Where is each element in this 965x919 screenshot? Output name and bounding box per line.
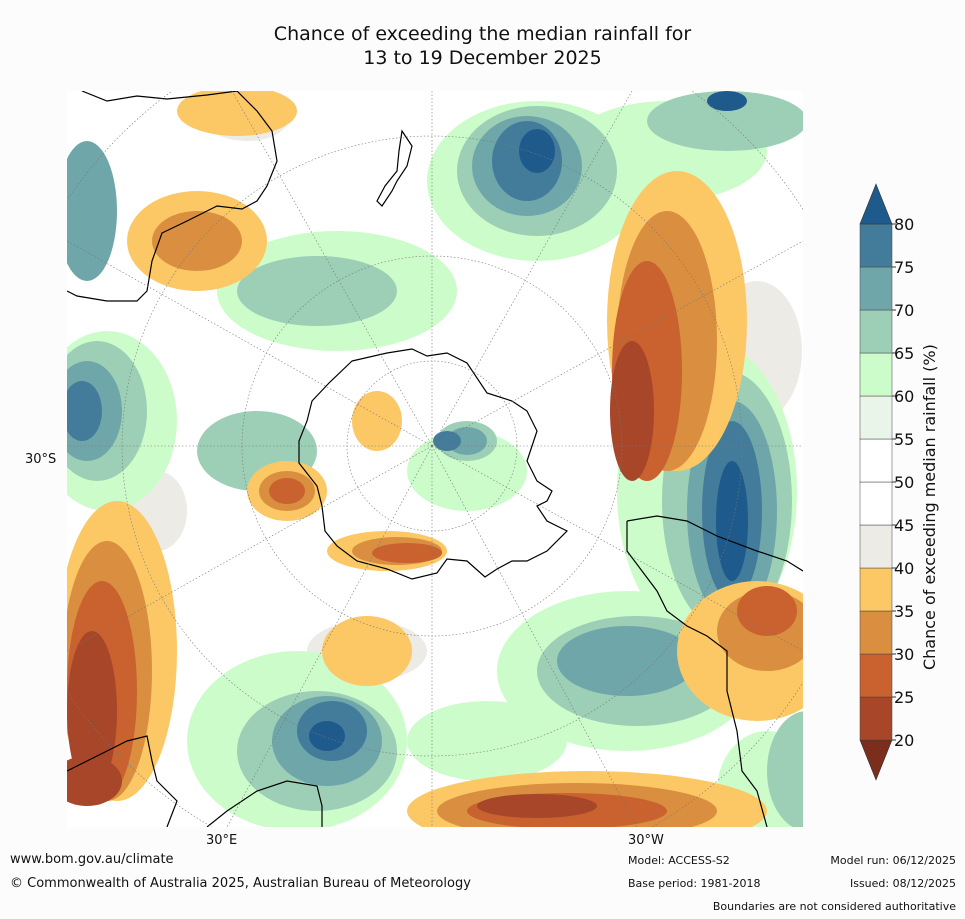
lat-label-30s: 30°S (25, 452, 57, 467)
footer-model-run: Model run: 06/12/2025 (830, 854, 956, 867)
colorbar-tick-label: 30 (894, 645, 914, 664)
colorbar-tick-label: 20 (894, 731, 914, 750)
colorbar-tick-label: 35 (894, 602, 914, 621)
footer-url: www.bom.gov.au/climate (10, 852, 174, 867)
coastlines (67, 91, 803, 827)
colorbar-tick-label: 40 (894, 559, 914, 578)
colorbar-band (859, 481, 893, 526)
colorbar-arrow-high (859, 183, 893, 225)
colorbar-band (859, 266, 893, 311)
colorbar-band (859, 567, 893, 612)
colorbar-tick-label: 25 (894, 688, 914, 707)
footer-issued: Issued: 08/12/2025 (849, 877, 956, 890)
colorbar-tick-label: 70 (894, 301, 914, 320)
graticule (67, 91, 803, 827)
colorbar-band (859, 524, 893, 569)
colorbar-tick-label: 60 (894, 387, 914, 406)
colorbar-tick-label: 80 (894, 215, 914, 234)
lon-label-30e: 30°E (206, 833, 238, 848)
colorbar-title: Chance of exceeding median rainfall (%) (920, 344, 939, 670)
colorbar-legend: 80 75 70 65 60 55 50 45 40 35 30 25 20 (855, 182, 935, 782)
footer-copyright: © Commonwealth of Australia 2025, Austra… (10, 876, 471, 891)
colorbar-tick-label: 75 (894, 258, 914, 277)
colorbar-arrow-low (859, 739, 893, 781)
colorbar-band (859, 309, 893, 354)
colorbar-band (859, 223, 893, 268)
colorbar-band (859, 696, 893, 741)
colorbar-band (859, 653, 893, 698)
colorbar-band (859, 352, 893, 397)
colorbar-band (859, 438, 893, 483)
footer-disclaimer: Boundaries are not considered authoritat… (712, 900, 956, 913)
map-title-line2: 13 to 19 December 2025 (363, 47, 602, 69)
wetter-zone-darkblue (309, 91, 748, 751)
colorbar-band (859, 395, 893, 440)
footer-model: Model: ACCESS-S2 (628, 854, 730, 867)
lon-label-30w: 30°W (628, 833, 664, 848)
colorbar-graphic: 80 75 70 65 60 55 50 45 40 35 30 25 20 (859, 183, 914, 781)
colorbar-tick-label: 50 (894, 473, 914, 492)
colorbar-tick-label: 55 (894, 430, 914, 449)
colorbar-tick-label: 65 (894, 344, 914, 363)
colorbar-tick-label: 45 (894, 516, 914, 535)
colorbar-band (859, 610, 893, 655)
footer-base-period: Base period: 1981-2018 (628, 877, 761, 890)
rainfall-map (67, 91, 803, 827)
map-title-line1: Chance of exceeding the median rainfall … (273, 23, 692, 45)
